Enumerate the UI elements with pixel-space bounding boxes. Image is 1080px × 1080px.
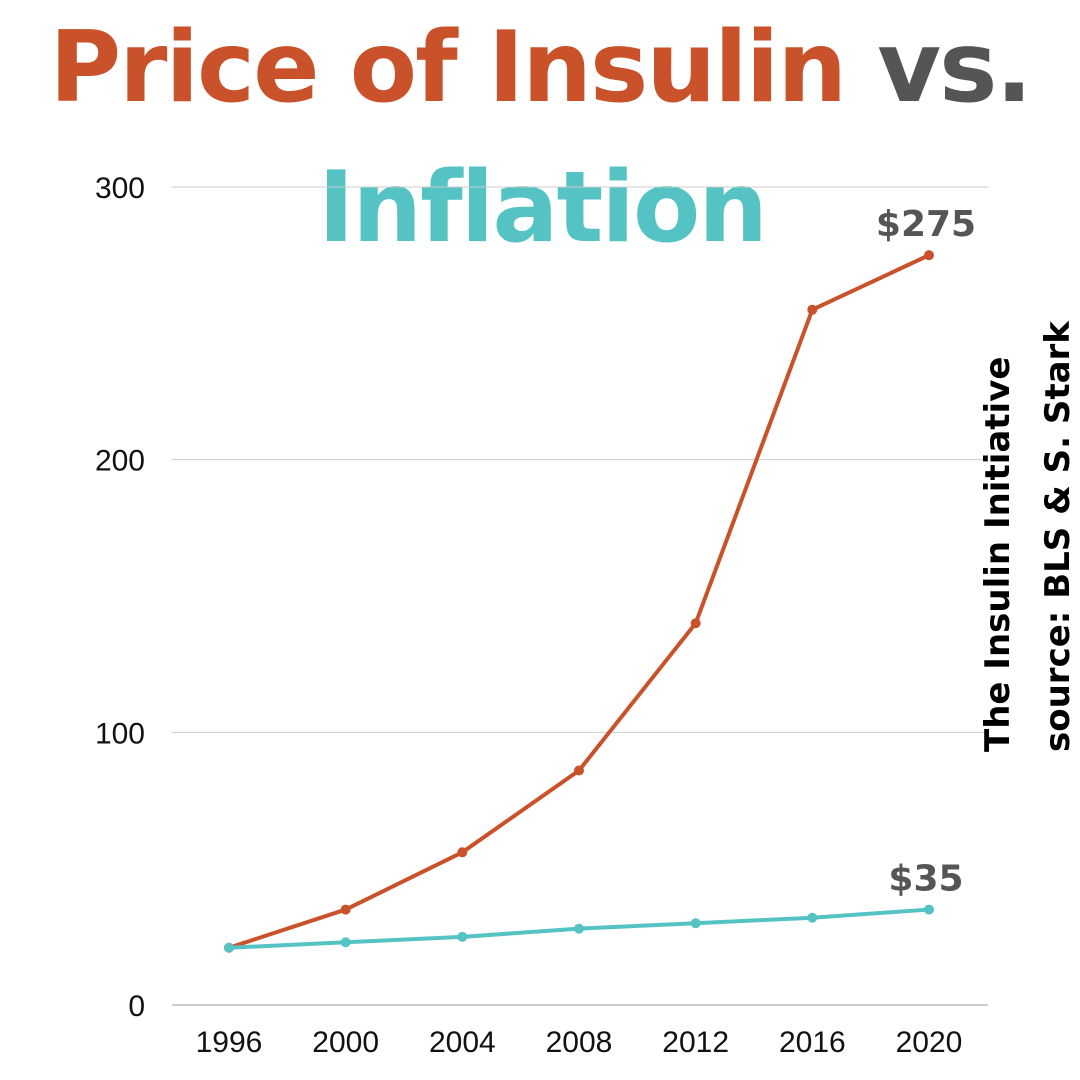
data-point	[224, 942, 234, 953]
data-point	[924, 904, 934, 915]
y-tick-label: 100	[95, 717, 145, 750]
title-vs: vs.	[877, 11, 1032, 125]
y-tick-label: 0	[128, 990, 145, 1023]
data-point	[690, 618, 701, 629]
x-tick-label: 2008	[546, 1026, 613, 1059]
chart-title-line1: Price of Insulin vs.	[0, 8, 1080, 128]
end-value-label: $35	[888, 859, 963, 900]
x-tick-label: 2020	[896, 1026, 963, 1059]
y-tick-label: 200	[95, 445, 145, 478]
x-tick-label: 2004	[429, 1026, 496, 1059]
data-point	[340, 937, 351, 948]
data-point	[924, 250, 934, 261]
data-point	[574, 923, 584, 934]
data-point	[690, 918, 701, 929]
x-tick-label: 2000	[312, 1026, 379, 1059]
series-line-insulin	[228, 253, 930, 950]
x-tick-label: 2016	[779, 1026, 846, 1059]
title-inflation: Inflation	[317, 151, 768, 265]
chart-title-line2: Inflation	[0, 148, 1080, 268]
x-tick-label: 1996	[196, 1026, 263, 1059]
data-point	[457, 847, 468, 858]
end-value-label: $275	[876, 204, 976, 245]
x-tick-label: 2012	[662, 1026, 729, 1059]
credit-source: source: BLS & S. Stark	[1038, 321, 1078, 752]
title-insulin: Price of Insulin	[49, 11, 847, 125]
credit-org: The Insulin Initiative	[978, 356, 1018, 752]
y-tick-label: 300	[95, 172, 145, 205]
data-point	[807, 304, 818, 315]
data-point	[340, 904, 351, 915]
data-point	[457, 931, 468, 942]
data-point	[574, 765, 584, 776]
data-point	[807, 912, 818, 923]
